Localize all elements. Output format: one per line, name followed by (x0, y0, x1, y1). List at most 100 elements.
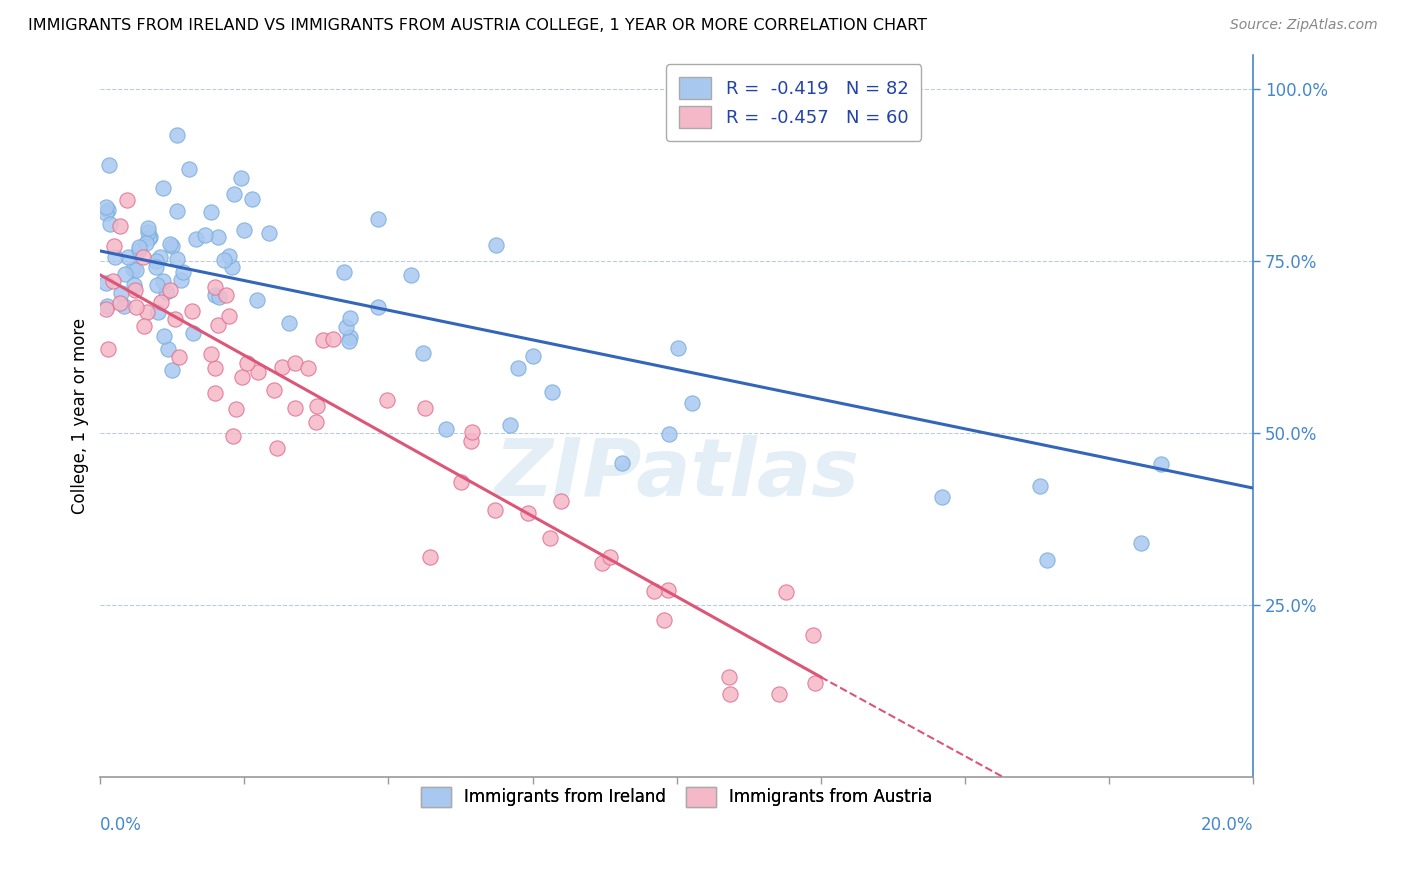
Point (208, 290, 231, 304)
Text: ZIPatlas: ZIPatlas (494, 434, 859, 513)
Point (125, 300, 148, 314)
Point (94, 206, 117, 220)
Point (200, 205, 222, 219)
Point (339, 330, 361, 344)
Point (155, 285, 177, 299)
Point (94, 200, 117, 214)
Point (166, 203, 188, 218)
Point (150, 294, 173, 309)
Point (322, 332, 344, 346)
Point (100, 218, 122, 232)
Point (97, 202, 120, 217)
Point (128, 243, 150, 257)
Point (278, 316, 301, 330)
Point (801, 628, 824, 642)
Point (333, 265, 356, 279)
Point (138, 220, 160, 235)
Point (152, 274, 174, 288)
Point (517, 506, 540, 520)
Point (110, 219, 132, 233)
Point (94, 301, 117, 316)
Text: IMMIGRANTS FROM IRELAND VS IMMIGRANTS FROM AUSTRIA COLLEGE, 1 YEAR OR MORE CORRE: IMMIGRANTS FROM IRELAND VS IMMIGRANTS FR… (28, 18, 927, 33)
Point (657, 582, 679, 597)
Point (104, 250, 127, 264)
Text: Source: ZipAtlas.com: Source: ZipAtlas.com (1230, 18, 1378, 32)
Point (94, 276, 117, 290)
Point (297, 361, 319, 376)
Point (153, 329, 176, 343)
Point (229, 170, 252, 185)
Point (204, 361, 226, 376)
Point (180, 304, 202, 318)
Point (145, 260, 167, 274)
Point (485, 237, 508, 252)
Point (305, 399, 328, 413)
Point (222, 187, 245, 202)
Point (132, 250, 155, 264)
Point (337, 334, 360, 349)
Point (1150, 457, 1173, 471)
Point (1036, 552, 1059, 566)
Legend: Immigrants from Ireland, Immigrants from Austria: Immigrants from Ireland, Immigrants from… (409, 775, 945, 819)
Point (149, 250, 172, 264)
Point (266, 441, 288, 455)
Point (177, 161, 200, 176)
Point (401, 268, 423, 283)
Point (419, 549, 441, 564)
Point (460, 425, 482, 439)
Point (162, 239, 184, 253)
Point (236, 356, 259, 370)
Point (169, 273, 191, 287)
Point (152, 181, 174, 195)
Point (117, 250, 139, 264)
Point (225, 402, 247, 417)
Point (156, 342, 179, 356)
Point (146, 305, 169, 319)
Point (375, 392, 398, 407)
Point (304, 415, 326, 429)
Point (413, 401, 436, 415)
Point (240, 192, 263, 206)
Point (484, 503, 506, 517)
Point (124, 283, 146, 297)
Point (166, 252, 188, 267)
Point (775, 584, 797, 599)
Point (666, 341, 689, 355)
Text: 0.0%: 0.0% (100, 816, 142, 834)
Point (681, 395, 703, 409)
Point (139, 230, 162, 244)
Point (212, 252, 235, 267)
Point (541, 384, 564, 399)
Point (146, 278, 169, 293)
Point (97, 158, 120, 172)
Point (110, 295, 132, 310)
Point (538, 531, 561, 545)
Point (166, 128, 188, 142)
Point (270, 360, 292, 375)
Point (499, 417, 522, 432)
Point (221, 260, 243, 275)
Point (247, 365, 270, 379)
Point (1029, 479, 1052, 493)
Point (159, 236, 181, 251)
Point (218, 249, 240, 263)
Point (128, 239, 150, 253)
Point (312, 333, 335, 347)
Point (134, 235, 156, 250)
Point (768, 687, 790, 701)
Y-axis label: College, 1 year or more: College, 1 year or more (72, 318, 89, 514)
Point (367, 211, 389, 226)
Point (110, 286, 132, 301)
Point (931, 490, 953, 504)
Point (136, 225, 159, 239)
Point (284, 356, 307, 370)
Point (114, 267, 136, 281)
Point (412, 346, 434, 360)
Point (804, 676, 827, 690)
Point (263, 384, 285, 398)
Point (121, 261, 143, 276)
Point (103, 239, 125, 253)
Point (122, 277, 145, 292)
Point (550, 494, 572, 508)
Point (434, 422, 457, 436)
